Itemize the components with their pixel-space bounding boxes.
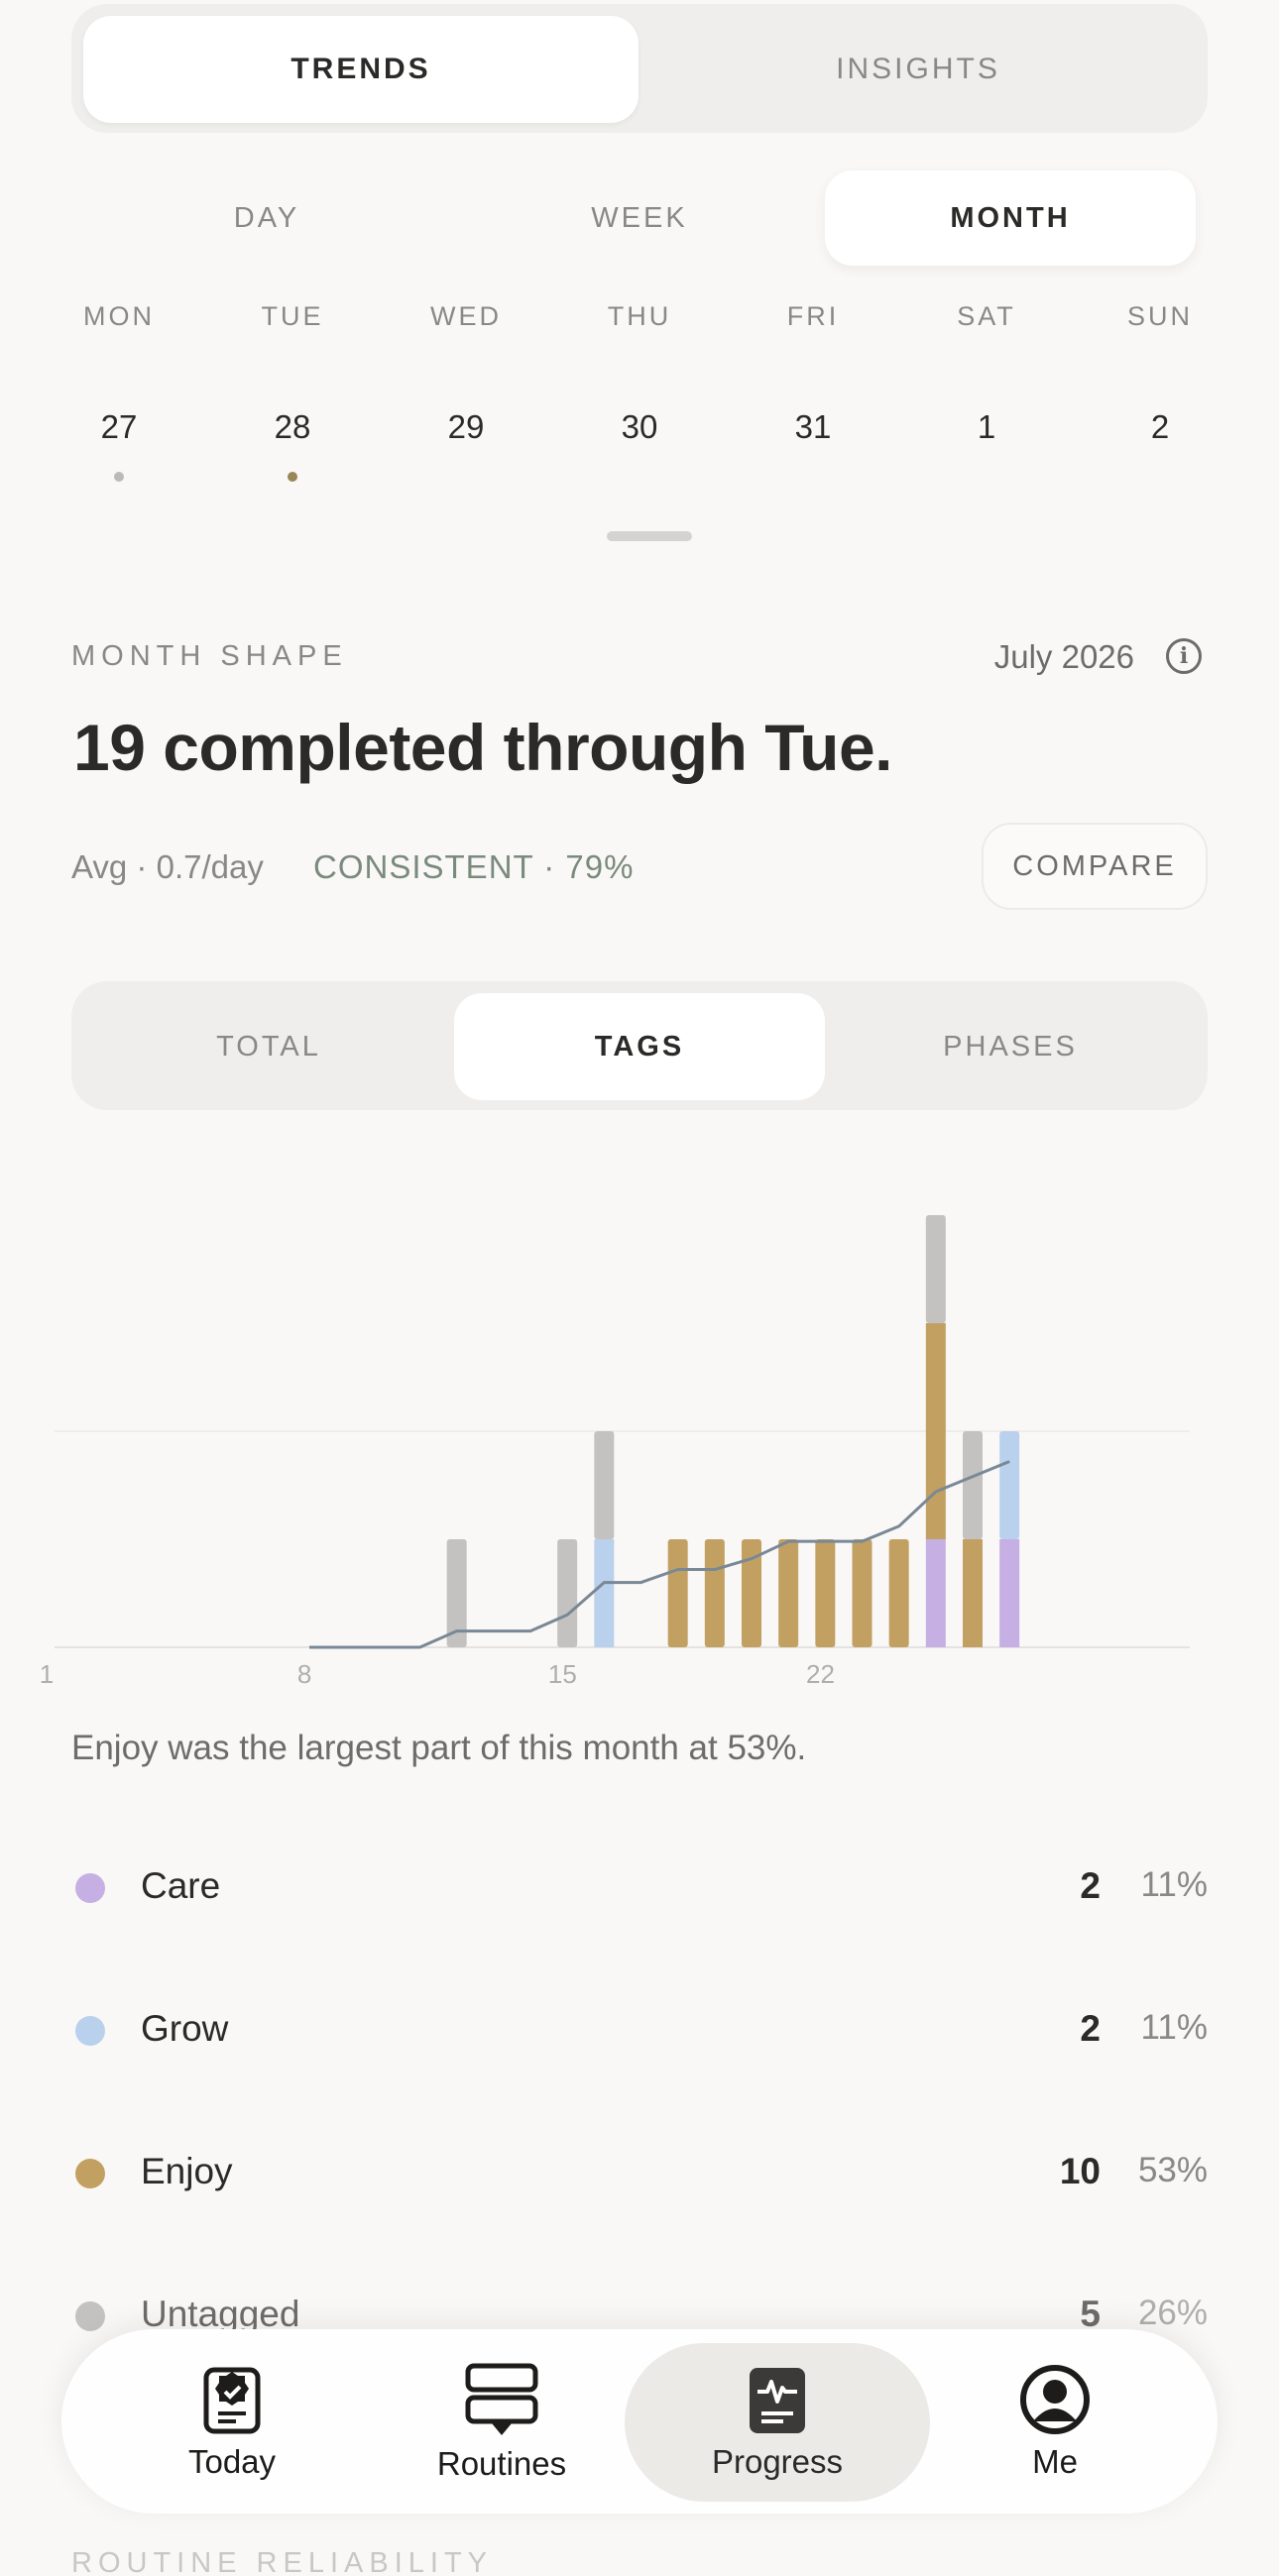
progress-icon [750, 2368, 805, 2433]
nav-progress[interactable]: Progress [625, 2343, 930, 2502]
section-label: MONTH SHAPE [71, 640, 348, 672]
bar-untagged [594, 1431, 615, 1539]
tab-total[interactable]: TOTAL [216, 1030, 321, 1063]
tab-trends[interactable]: TRENDS [83, 16, 639, 123]
legend-name: Enjoy [141, 2151, 233, 2191]
legend-name: Untagged [141, 2294, 300, 2334]
bar-enjoy [667, 1539, 688, 1647]
legend-count: 5 [1080, 2294, 1101, 2334]
x-tick-label: 1 [40, 1659, 54, 1689]
consistency-badge: CONSISTENT · 79% [313, 848, 635, 885]
range-day[interactable]: DAY [233, 201, 300, 234]
weekday-label: MON [83, 301, 155, 331]
weekday-label: WED [430, 301, 502, 331]
month-label: July 2026 [993, 638, 1134, 675]
date-cell-1[interactable]: 1 [977, 408, 996, 445]
activity-dot [288, 472, 297, 482]
legend-name: Grow [141, 2008, 229, 2049]
legend-percent: 11% [1140, 1865, 1208, 1904]
nav-routines[interactable]: Routines [349, 2343, 654, 2502]
date-cell-27[interactable]: 27 [100, 408, 138, 445]
weekday-label: THU [607, 301, 672, 331]
x-tick-label: 15 [548, 1659, 577, 1689]
nav-today[interactable]: Today [79, 2343, 385, 2502]
range-month[interactable]: MONTH [825, 170, 1196, 266]
bar-care [999, 1539, 1020, 1647]
tab-phases[interactable]: PHASES [943, 1030, 1078, 1063]
bar-enjoy [704, 1539, 725, 1647]
weekday-label: SAT [957, 301, 1016, 331]
legend-percent: 11% [1140, 2008, 1208, 2047]
date-cell-28[interactable]: 28 [274, 408, 311, 445]
chart-summary: Enjoy was the largest part of this month… [71, 1729, 807, 1767]
info-icon[interactable]: i [1166, 638, 1202, 674]
profile-icon [1020, 2365, 1090, 2434]
compare-button[interactable]: COMPARE [982, 823, 1208, 910]
bottom-nav: Today Routines Progress Me [61, 2329, 1218, 2514]
date-cell-31[interactable]: 31 [794, 408, 832, 445]
routines-icon [465, 2363, 538, 2435]
date-cell-2[interactable]: 2 [1150, 408, 1170, 445]
legend-percent: 53% [1137, 2151, 1208, 2189]
nav-label: Today [187, 2443, 277, 2480]
legend-count: 10 [1059, 2151, 1101, 2191]
drawer-handle[interactable] [607, 531, 692, 541]
legend-count: 2 [1080, 1865, 1101, 1906]
legend-row-untagged[interactable]: Untagged 5 26% [71, 2286, 1208, 2345]
legend-row-enjoy[interactable]: Enjoy 10 53% [71, 2143, 1208, 2202]
bar-enjoy [963, 1539, 983, 1647]
legend-dot [75, 2301, 105, 2331]
legend-dot [75, 1873, 105, 1903]
legend-dot [75, 2016, 105, 2046]
legend-count: 2 [1080, 2008, 1101, 2049]
tab-insights[interactable]: INSIGHTS [836, 53, 1000, 85]
legend-name: Care [141, 1865, 221, 1906]
bar-untagged [446, 1539, 467, 1647]
legend-percent: 26% [1137, 2294, 1208, 2332]
legend-row-care[interactable]: Care 2 11% [71, 1857, 1208, 1917]
weekday-label: SUN [1126, 301, 1193, 331]
nav-label: Me [1032, 2443, 1078, 2480]
tab-tags[interactable]: TAGS [454, 993, 825, 1100]
legend-row-grow[interactable]: Grow 2 11% [71, 2000, 1208, 2060]
next-section-label: ROUTINE RELIABILITY [71, 2547, 494, 2576]
date-cell-30[interactable]: 30 [621, 408, 658, 445]
activity-dot [114, 472, 124, 482]
bar-enjoy [852, 1539, 872, 1647]
x-tick-label: 22 [806, 1659, 835, 1689]
nav-label: Routines [436, 2445, 567, 2482]
bar-care [925, 1539, 946, 1647]
range-week[interactable]: WEEK [591, 201, 688, 234]
nav-label: Progress [711, 2443, 844, 2480]
tags-chart: 1 8 15 22 [40, 1215, 1190, 1689]
weekday-label: FRI [786, 301, 840, 331]
date-cell-29[interactable]: 29 [447, 408, 485, 445]
chart-view-segmented: TOTAL TAGS PHASES [71, 981, 1208, 1110]
bar-untagged [963, 1431, 983, 1539]
today-icon [203, 2367, 261, 2434]
bar-untagged [557, 1539, 578, 1647]
x-tick-label: 8 [297, 1659, 311, 1689]
bar-enjoy [778, 1539, 799, 1647]
nav-me[interactable]: Me [902, 2343, 1208, 2502]
headline: 19 completed through Tue. [73, 711, 893, 784]
weekday-label: TUE [261, 301, 324, 331]
legend-dot [75, 2159, 105, 2188]
bar-grow [594, 1539, 615, 1647]
bar-grow [999, 1431, 1020, 1539]
bar-enjoy [925, 1323, 946, 1539]
view-mode-segmented: TRENDS INSIGHTS [71, 4, 1208, 133]
bar-enjoy [888, 1539, 909, 1647]
average-text: Avg · 0.7/day [71, 848, 264, 885]
trend-line [309, 1460, 1010, 1649]
bar-enjoy [742, 1539, 761, 1647]
bar-untagged [925, 1215, 946, 1323]
bar-enjoy [815, 1539, 836, 1647]
